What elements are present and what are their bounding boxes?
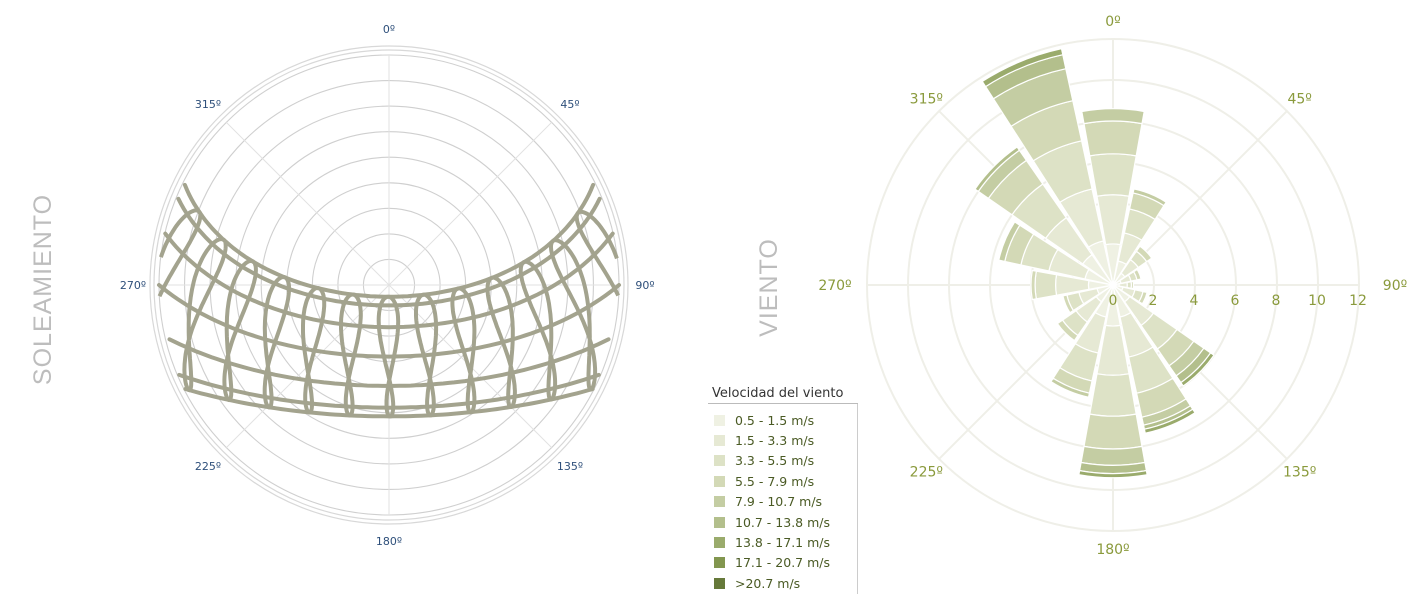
legend-label: 3.3 - 5.5 m/s (735, 453, 814, 468)
legend-item[interactable]: 13.8 - 17.1 m/s (708, 532, 857, 552)
legend-swatch (714, 455, 725, 466)
legend-swatch (714, 578, 725, 589)
legend-items: 0.5 - 1.5 m/s 1.5 - 3.3 m/s 3.3 - 5.5 m/s 5… (708, 404, 858, 594)
wind-angle-label: 45º (1287, 91, 1311, 107)
legend-item[interactable]: 5.5 - 7.9 m/s (708, 471, 857, 491)
legend-label: 1.5 - 3.3 m/s (735, 433, 814, 448)
legend-swatch (714, 517, 725, 528)
wind-angle-label: 180º (1096, 542, 1129, 558)
wind-bar-segment (1082, 109, 1144, 124)
wind-angle-label: 315º (910, 91, 943, 107)
wind-side-label: VIENTO (755, 238, 784, 337)
wind-bar-segment (1081, 446, 1145, 465)
legend-swatch (714, 496, 725, 507)
wind-radial-tick-label: 6 (1231, 293, 1240, 309)
legend-swatch (714, 476, 725, 487)
legend-item[interactable]: 17.1 - 20.7 m/s (708, 553, 857, 573)
wind-bar-segment (1084, 414, 1142, 449)
wind-speed-legend: Velocidad del viento 0.5 - 1.5 m/s 1.5 - … (708, 384, 858, 594)
wind-radial-tick-label: 0 (1109, 293, 1118, 309)
wind-radial-tick-label: 8 (1272, 293, 1281, 309)
wind-angle-label: 90º (1383, 278, 1407, 294)
legend-swatch (714, 557, 725, 568)
legend-item[interactable]: 3.3 - 5.5 m/s (708, 451, 857, 471)
wind-angle-label: 135º (1283, 465, 1316, 481)
wind-bar-segment (1031, 271, 1036, 300)
wind-radial-tick-label: 2 (1149, 293, 1158, 309)
legend-item[interactable]: >20.7 m/s (708, 573, 857, 593)
legend-label: 13.8 - 17.1 m/s (735, 535, 830, 550)
legend-swatch (714, 415, 725, 426)
wind-angle-label: 225º (910, 465, 943, 481)
legend-item[interactable]: 10.7 - 13.8 m/s (708, 512, 857, 532)
legend-item[interactable]: 7.9 - 10.7 m/s (708, 492, 857, 512)
wind-bar-segment (1084, 121, 1142, 156)
legend-title: Velocidad del viento (708, 384, 858, 404)
wind-radial-tick-label: 12 (1349, 293, 1367, 309)
legend-item[interactable]: 1.5 - 3.3 m/s (708, 430, 857, 450)
wind-radial-tick-label: 10 (1308, 293, 1326, 309)
legend-label: 0.5 - 1.5 m/s (735, 413, 814, 428)
legend-label: 17.1 - 20.7 m/s (735, 555, 830, 570)
wind-bar-segment (1035, 271, 1056, 299)
wind-radial-tick-label: 4 (1190, 293, 1199, 309)
legend-swatch (714, 537, 725, 548)
wind-angle-label: 0º (1105, 14, 1121, 30)
wind-bar-segment (1131, 281, 1133, 288)
legend-label: 10.7 - 13.8 m/s (735, 515, 830, 530)
legend-label: 5.5 - 7.9 m/s (735, 474, 814, 489)
sun-side-label: SOLEAMIENTO (29, 194, 58, 385)
wind-bar-segment (1090, 374, 1136, 416)
legend-swatch (714, 435, 725, 446)
legend-label: 7.9 - 10.7 m/s (735, 494, 822, 509)
wind-bar-segment (1090, 154, 1136, 196)
wind-angle-label: 270º (818, 278, 851, 294)
legend-item[interactable]: 0.5 - 1.5 m/s (708, 410, 857, 430)
